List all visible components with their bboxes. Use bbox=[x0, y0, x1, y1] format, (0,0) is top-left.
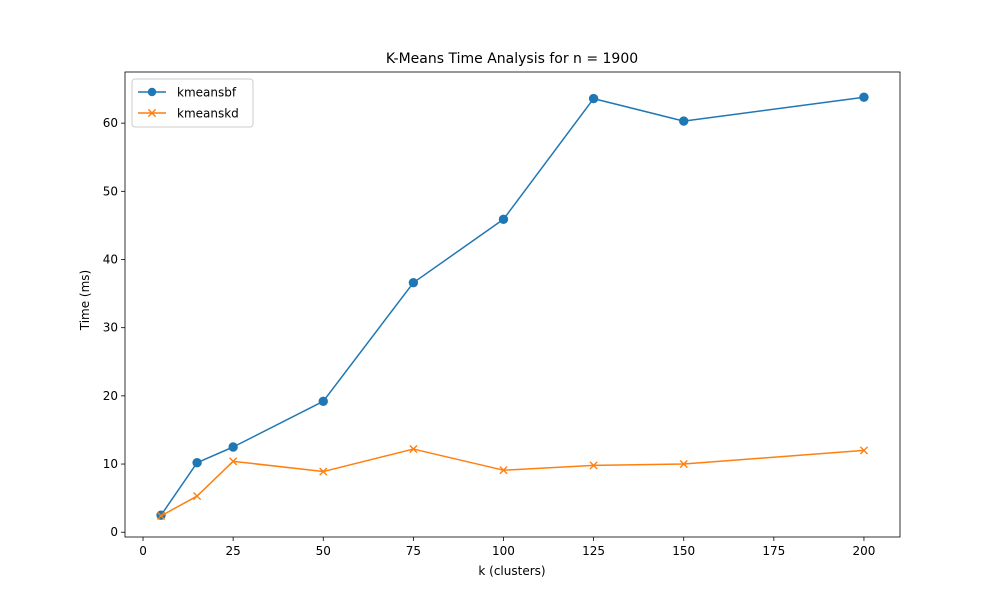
x-marker-stroke bbox=[859, 446, 869, 455]
plot-area: 0 25 50 75 100 125 150 175 200 0 10 20 30 40 50 60 kmean… bbox=[103, 71, 901, 558]
x-tick-label: 50 bbox=[316, 544, 331, 558]
data-point-kmeanskd bbox=[679, 459, 688, 469]
x-marker-stroke bbox=[156, 511, 166, 520]
legend: kmeansbf kmeanskd bbox=[131, 78, 254, 128]
y-tick-label: 20 bbox=[103, 389, 118, 403]
data-point-kmeansbf bbox=[228, 442, 238, 452]
x-marker-stroke bbox=[589, 461, 598, 470]
x-marker-stroke bbox=[192, 491, 202, 501]
y-tick-label: 40 bbox=[103, 253, 118, 267]
data-point-kmeansbf bbox=[192, 457, 202, 468]
data-point-kmeanskd bbox=[192, 491, 202, 501]
y-tick-label: 60 bbox=[103, 116, 118, 130]
y-tick-label: 10 bbox=[103, 457, 118, 471]
x-tick-label: 175 bbox=[762, 544, 785, 558]
x-marker-stroke bbox=[319, 467, 328, 476]
axes-frame bbox=[124, 71, 901, 538]
x-tick-label: 100 bbox=[492, 544, 515, 558]
x-tick-label: 25 bbox=[225, 544, 240, 558]
data-point-kmeansbf bbox=[588, 93, 599, 104]
data-point-kmeansbf bbox=[679, 116, 689, 126]
data-point-kmeanskd bbox=[156, 511, 166, 520]
x-tick-label: 75 bbox=[406, 544, 421, 558]
x-tick-label: 125 bbox=[582, 544, 605, 558]
data-point-kmeansbf bbox=[498, 214, 509, 224]
x-axis-label: k (clusters) bbox=[478, 564, 545, 578]
legend-marker-kmeanskd bbox=[147, 108, 157, 118]
legend-label: kmeanskd bbox=[177, 107, 239, 121]
x-tick-label: 150 bbox=[672, 544, 695, 558]
data-point-kmeanskd bbox=[589, 461, 598, 470]
data-point-kmeanskd bbox=[319, 467, 328, 476]
data-point-kmeansbf bbox=[859, 92, 869, 102]
y-tick-label: 30 bbox=[103, 321, 118, 335]
x-tick-label: 0 bbox=[139, 544, 147, 558]
chart-title: K-Means Time Analysis for n = 1900 bbox=[386, 51, 638, 67]
x-tick-label: 200 bbox=[853, 544, 876, 558]
y-tick-label: 50 bbox=[103, 184, 118, 198]
x-marker-stroke bbox=[679, 459, 688, 469]
data-point-kmeanskd bbox=[859, 446, 869, 455]
x-marker-stroke bbox=[409, 444, 418, 454]
y-tick-label: 0 bbox=[110, 525, 118, 539]
data-point-kmeansbf bbox=[408, 277, 419, 288]
y-axis-label: Time (ms) bbox=[78, 270, 92, 332]
legend-box bbox=[131, 78, 254, 128]
data-point-kmeanskd bbox=[409, 444, 418, 454]
data-point-kmeanskd bbox=[499, 466, 508, 475]
data-point-kmeansbf bbox=[318, 396, 328, 407]
data-point-kmeanskd bbox=[229, 457, 238, 466]
x-marker-stroke bbox=[499, 466, 508, 475]
legend-label: kmeansbf bbox=[177, 86, 237, 100]
x-marker-stroke bbox=[229, 457, 238, 466]
legend-marker-kmeansbf bbox=[147, 87, 157, 97]
